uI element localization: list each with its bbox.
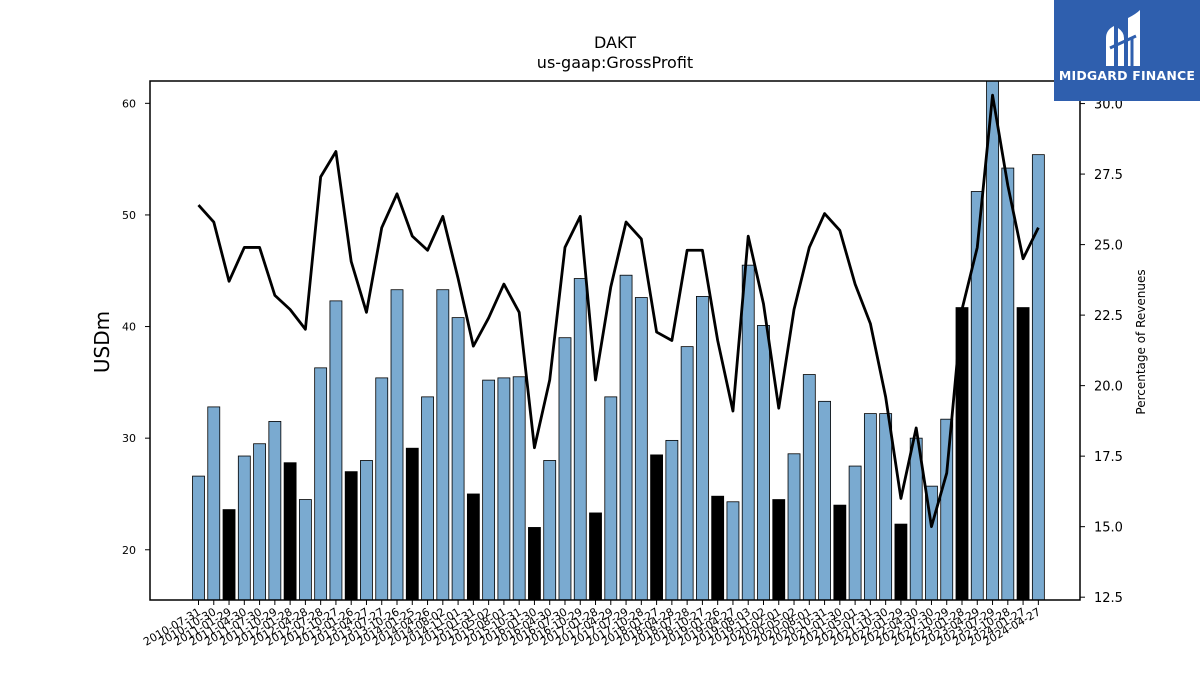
bar (1031, 154, 1045, 601)
bar (283, 462, 297, 601)
x-axis: 2010-07-312010-10-302011-01-292011-04-30… (141, 600, 1043, 649)
bar (329, 300, 343, 601)
y2-tick-label: 20.0 (1094, 380, 1123, 395)
bar (833, 504, 847, 601)
bar (680, 346, 694, 601)
bar (604, 396, 618, 601)
bar (192, 475, 205, 601)
bar (528, 527, 541, 601)
bar (237, 455, 251, 601)
y-tick-label: 40 (122, 321, 136, 334)
bar (314, 367, 328, 601)
bar (390, 289, 404, 601)
bar (726, 501, 740, 601)
bar (405, 447, 419, 601)
bar (634, 297, 648, 601)
bar (589, 512, 602, 601)
bar (802, 374, 816, 601)
y-tick-label: 60 (122, 97, 136, 110)
y2-tick-label: 17.5 (1094, 450, 1123, 465)
y2-tick-label: 12.5 (1094, 591, 1123, 606)
y-tick-label: 20 (122, 544, 136, 557)
bar (879, 413, 893, 601)
bar (665, 439, 679, 601)
bar (940, 418, 954, 601)
bar (650, 454, 663, 601)
bar (207, 406, 221, 601)
bar (558, 337, 572, 601)
y-axis-left: 20 30 40 50 60 (122, 97, 150, 557)
bar (466, 493, 480, 601)
bar (253, 443, 266, 601)
bar (451, 317, 465, 601)
chart-title: DAKT (594, 33, 636, 52)
bar (1016, 307, 1030, 601)
bar (421, 396, 434, 601)
bar (848, 465, 862, 601)
y-axis-label: USDm (90, 311, 114, 373)
bar (512, 376, 526, 601)
bar (360, 460, 373, 601)
bar (1001, 167, 1015, 601)
bar (863, 413, 877, 601)
bar (818, 400, 831, 601)
y2-tick-label: 15.0 (1094, 521, 1123, 536)
bar (711, 495, 725, 601)
bar (619, 274, 633, 601)
bar (741, 264, 755, 601)
series-line (197, 93, 1040, 529)
bar (482, 379, 496, 601)
y2-axis-label: Percentage of Revenues (1134, 269, 1148, 414)
bar (298, 499, 312, 601)
midgard-logo-icon (1106, 10, 1140, 66)
bar-series (192, 80, 1045, 601)
y2-tick-label: 30.0 (1094, 98, 1123, 113)
bar (696, 296, 709, 601)
bar (772, 499, 786, 601)
plot-frame (149, 80, 1081, 601)
y-tick-label: 30 (122, 432, 136, 445)
bar (986, 80, 999, 601)
bar (436, 289, 450, 601)
y-axis-right: 12.5 15.0 17.5 20.0 22.5 25.0 27.5 30.0 (1080, 98, 1123, 606)
bar (573, 278, 587, 601)
bar (222, 509, 236, 601)
line-series (197, 93, 1040, 529)
bar (375, 377, 389, 601)
bar (268, 421, 282, 601)
bar (787, 453, 801, 601)
brand-name: MIDGARD FINANCE (1058, 68, 1196, 83)
y-tick-label: 50 (122, 209, 136, 222)
y2-tick-label: 25.0 (1094, 239, 1123, 254)
chart-subtitle: us-gaap:GrossProfit (537, 53, 693, 72)
bar (344, 471, 358, 601)
bar (543, 460, 557, 601)
y2-tick-label: 27.5 (1094, 168, 1123, 183)
bar (757, 325, 770, 601)
bar (497, 377, 511, 601)
y2-tick-label: 22.5 (1094, 309, 1123, 324)
bar (894, 523, 908, 601)
brand-logo: MIDGARD FINANCE (1054, 0, 1200, 101)
